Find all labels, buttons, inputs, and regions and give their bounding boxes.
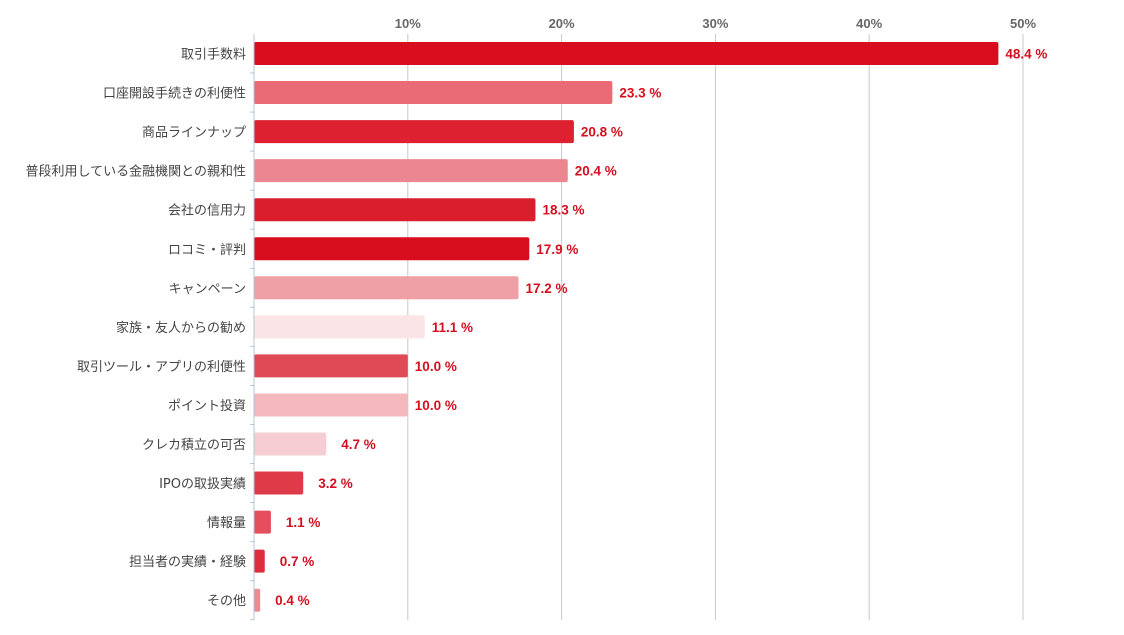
bar-9 [254, 354, 408, 378]
bar-3 [254, 120, 574, 144]
category-label: キャンペーン [169, 282, 246, 297]
bar-2 [254, 81, 613, 105]
category-label: 普段利用している金融機関との親和性 [26, 164, 246, 180]
category-labels: 取引手数料口座開設手続きの利便性商品ラインナップ普段利用している金融機関との親和… [26, 48, 254, 621]
bar-8 [254, 315, 425, 339]
bar-1 [254, 42, 999, 65]
bar-14 [254, 549, 265, 573]
category-label: 担当者の実績・経験 [129, 554, 246, 570]
category-label: 口座開設手続きの利便性 [103, 86, 246, 102]
x-tick-label: 30% [702, 16, 728, 31]
category-label: 商品ラインナップ [142, 126, 246, 141]
bar-13 [254, 510, 271, 534]
bar-15 [254, 588, 261, 612]
bars [254, 42, 999, 612]
category-label: ポイント投資 [168, 398, 246, 414]
value-label: 23.3 % [619, 86, 661, 101]
category-label: 取引手数料 [181, 48, 246, 63]
value-label: 48.4 % [1005, 47, 1047, 62]
value-label: 3.2 % [318, 476, 353, 491]
category-label: その他 [207, 594, 246, 609]
category-label: ロコミ・評判 [168, 243, 246, 258]
bar-6 [254, 237, 530, 261]
category-label: クレカ積立の可否 [142, 438, 246, 453]
bar-10 [254, 393, 408, 417]
category-label: 取引ツール・アプリの利便性 [77, 360, 246, 375]
value-label: 0.4 % [275, 593, 310, 608]
value-label: 4.7 % [341, 437, 376, 452]
x-axis-ticks: 10% 20% 30% 40% 50% [395, 16, 1037, 31]
x-tick-label: 10% [395, 16, 421, 31]
value-label: 17.9 % [536, 242, 578, 257]
value-label: 20.4 % [575, 164, 617, 179]
category-label: 家族・友人からの勧め [116, 320, 246, 336]
bar-7 [254, 276, 519, 300]
value-label: 0.7 % [280, 554, 315, 569]
x-tick-label: 40% [856, 16, 882, 31]
value-label: 20.8 % [581, 125, 623, 140]
value-label: 17.2 % [526, 281, 568, 296]
value-label: 18.3 % [542, 203, 584, 218]
bar-5 [254, 198, 536, 222]
value-label: 10.0 % [415, 398, 457, 413]
value-label: 1.1 % [286, 515, 321, 530]
value-label: 11.1 % [432, 320, 473, 335]
category-label: 情報量 [207, 516, 246, 531]
x-tick-label: 20% [549, 16, 575, 31]
category-label: 会社の信用力 [168, 203, 246, 219]
bar-4 [254, 159, 568, 183]
bar-12 [254, 471, 304, 495]
value-label: 10.0 % [415, 359, 457, 374]
x-tick-label: 50% [1010, 16, 1036, 31]
value-labels: 48.4 % 23.3 % 20.8 % 20.4 % 18.3 % 17.9 % 17.2… [275, 47, 1047, 609]
category-label: IPOの取扱実績 [159, 476, 246, 492]
bar-11 [254, 432, 327, 456]
